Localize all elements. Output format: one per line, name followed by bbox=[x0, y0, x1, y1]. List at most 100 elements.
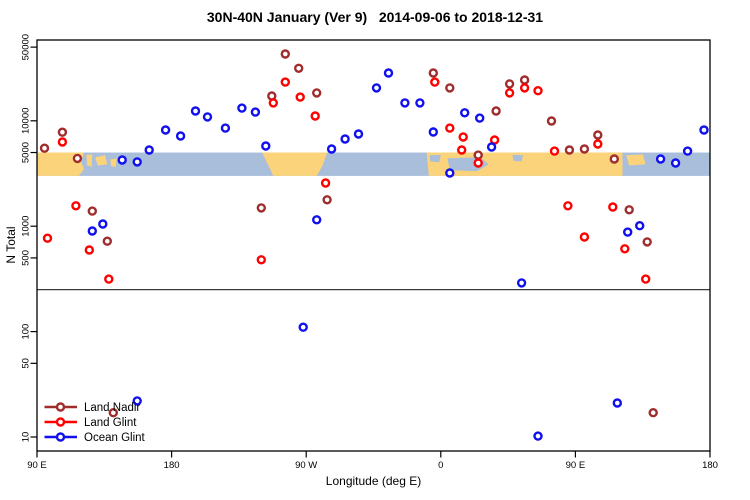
point-land-nadir bbox=[609, 154, 619, 164]
point-land-glint bbox=[563, 201, 573, 211]
point-ocean-glint bbox=[533, 431, 543, 441]
point-ocean-glint bbox=[132, 157, 142, 167]
point-ocean-glint bbox=[312, 215, 322, 225]
point-land-nadir bbox=[579, 144, 590, 154]
point-land-nadir bbox=[57, 127, 68, 137]
point-ocean-glint bbox=[655, 154, 666, 164]
point-land-nadir bbox=[473, 150, 483, 160]
legend-label-0: Land Nadir bbox=[84, 402, 140, 414]
point-land-glint bbox=[620, 244, 630, 254]
point-land-glint bbox=[280, 77, 290, 87]
point-land-nadir bbox=[312, 88, 322, 98]
y-tick-label: 5000 bbox=[21, 142, 32, 163]
point-land-nadir bbox=[294, 63, 304, 74]
point-land-glint bbox=[445, 123, 455, 133]
point-land-nadir bbox=[445, 83, 455, 93]
point-ocean-glint bbox=[383, 68, 394, 78]
point-land-nadir bbox=[87, 206, 98, 216]
point-ocean-glint bbox=[340, 134, 350, 144]
point-ocean-glint bbox=[428, 127, 438, 137]
point-land-glint bbox=[256, 255, 266, 265]
point-land-nadir bbox=[280, 49, 290, 59]
point-ocean-glint bbox=[250, 107, 261, 117]
point-land-glint bbox=[57, 137, 68, 147]
point-ocean-glint bbox=[298, 322, 308, 332]
map-land-north-america bbox=[262, 152, 328, 176]
legend-label-2: Ocean Glint bbox=[84, 432, 146, 444]
x-tick-label: 90 W bbox=[295, 460, 317, 471]
point-ocean-glint bbox=[190, 106, 201, 116]
point-ocean-glint bbox=[237, 103, 247, 113]
legend-marker-0 bbox=[55, 402, 66, 412]
point-land-nadir bbox=[519, 75, 530, 85]
point-ocean-glint bbox=[371, 83, 382, 93]
point-ocean-glint bbox=[670, 158, 681, 168]
point-land-nadir bbox=[546, 116, 557, 126]
point-land-nadir bbox=[642, 237, 652, 247]
y-tick-label: 10000 bbox=[21, 108, 32, 134]
point-ocean-glint bbox=[202, 112, 213, 122]
point-land-glint bbox=[458, 132, 468, 142]
point-ocean-glint bbox=[445, 168, 455, 178]
point-land-nadir bbox=[491, 106, 501, 116]
point-land-glint bbox=[310, 111, 320, 121]
plot-box bbox=[36, 39, 711, 452]
y-tick-label: 10 bbox=[21, 432, 32, 443]
y-tick-label: 50 bbox=[21, 358, 32, 369]
point-land-glint bbox=[608, 202, 618, 212]
point-land-nadir bbox=[256, 203, 266, 213]
point-land-glint bbox=[504, 88, 515, 98]
legend-label-1: Land Glint bbox=[84, 417, 137, 429]
x-tick-label: 90 E bbox=[566, 460, 586, 471]
x-tick-label: 0 bbox=[438, 460, 443, 471]
point-land-glint bbox=[42, 233, 53, 243]
y-tick-label: 1000 bbox=[21, 216, 32, 237]
y-tick-label: 50000 bbox=[21, 34, 32, 60]
point-land-nadir bbox=[322, 195, 332, 205]
point-land-nadir bbox=[72, 153, 83, 164]
point-ocean-glint bbox=[400, 98, 410, 108]
point-ocean-glint bbox=[699, 125, 709, 135]
point-land-nadir bbox=[504, 79, 515, 89]
map-water-black-caspian-sea bbox=[512, 154, 524, 162]
y-tick-label: 500 bbox=[21, 250, 32, 266]
point-land-nadir bbox=[624, 205, 634, 215]
map-land-japan-small bbox=[110, 158, 117, 167]
point-land-nadir bbox=[108, 408, 119, 418]
point-land-glint bbox=[71, 201, 81, 211]
point-land-glint bbox=[579, 232, 590, 242]
point-ocean-glint bbox=[486, 142, 497, 152]
point-ocean-glint bbox=[261, 141, 271, 151]
point-ocean-glint bbox=[220, 123, 231, 133]
chart-title: 30N-40N January (Ver 9) 2014-09-06 to 20… bbox=[206, 9, 544, 25]
point-ocean-glint bbox=[612, 398, 622, 408]
point-land-nadir bbox=[648, 408, 658, 418]
point-ocean-glint bbox=[160, 125, 171, 135]
point-ocean-glint bbox=[415, 98, 425, 108]
x-axis-title: Longitude (deg E) bbox=[325, 474, 422, 488]
map-land-asia-east bbox=[37, 152, 85, 176]
point-land-nadir bbox=[102, 236, 113, 246]
point-ocean-glint bbox=[516, 278, 527, 288]
point-land-glint bbox=[641, 274, 651, 284]
point-ocean-glint bbox=[682, 146, 693, 156]
point-land-nadir bbox=[39, 143, 50, 153]
x-tick-label: 180 bbox=[164, 460, 180, 471]
map-land-japan-west bbox=[95, 155, 108, 166]
point-ocean-glint bbox=[98, 219, 108, 229]
point-ocean-glint bbox=[460, 108, 470, 118]
point-land-nadir bbox=[564, 145, 575, 155]
point-land-glint bbox=[457, 145, 467, 155]
point-ocean-glint bbox=[132, 396, 142, 406]
point-land-glint bbox=[473, 158, 483, 168]
point-land-nadir bbox=[593, 130, 603, 140]
map-land-korea bbox=[86, 154, 93, 167]
point-land-glint bbox=[268, 98, 278, 108]
x-tick-label: 180 bbox=[702, 460, 718, 471]
point-land-glint bbox=[84, 245, 95, 255]
point-ocean-glint bbox=[635, 220, 645, 231]
point-land-glint bbox=[320, 178, 331, 188]
map-water-west-mediterranean bbox=[429, 154, 441, 163]
point-ocean-glint bbox=[475, 113, 485, 123]
